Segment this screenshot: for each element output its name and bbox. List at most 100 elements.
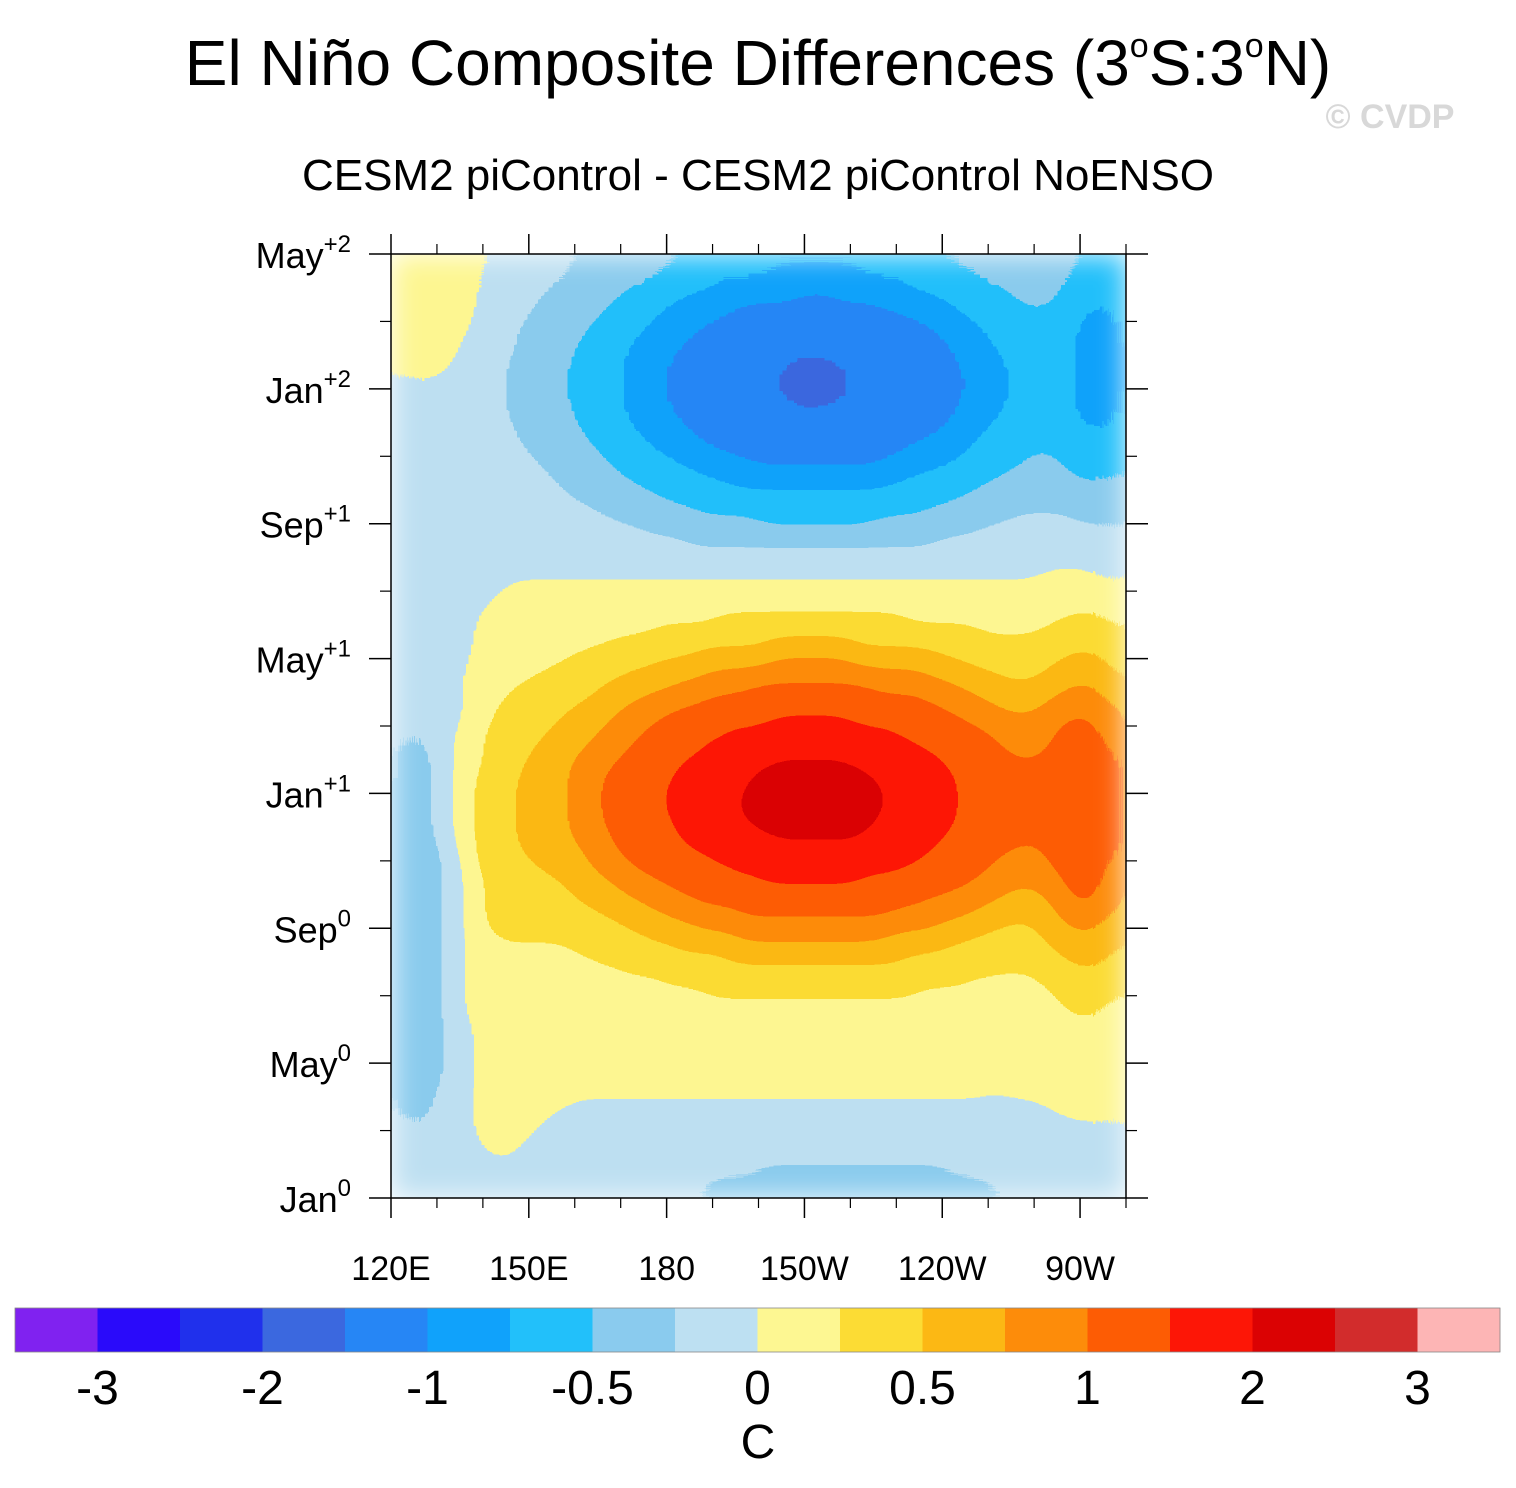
field-cell (727, 568, 739, 581)
field-cell (1042, 467, 1054, 480)
field-cell (758, 872, 770, 885)
field-cell (832, 984, 844, 997)
field-cell (538, 613, 550, 626)
field-cell (716, 1074, 728, 1087)
field-cell (790, 467, 802, 480)
field-cell (674, 838, 686, 851)
field-cell (905, 568, 917, 581)
field-cell (653, 827, 665, 840)
field-cell (412, 883, 424, 896)
field-cell (842, 1096, 854, 1109)
field-cell (832, 602, 844, 615)
field-cell (706, 703, 718, 716)
field-cell (1073, 433, 1085, 446)
field-cell (716, 523, 728, 536)
field-cell (779, 771, 791, 783)
field-cell (611, 804, 623, 817)
field-cell (1010, 658, 1022, 671)
field-cell (989, 737, 1001, 750)
field-cell (853, 759, 865, 772)
field-cell (632, 883, 644, 896)
field-cell (674, 737, 686, 750)
field-cell (401, 1029, 413, 1042)
field-cell (1084, 647, 1096, 660)
field-cell (790, 748, 802, 761)
field-cell (884, 422, 896, 435)
field-cell (958, 804, 970, 817)
field-cell (706, 422, 718, 435)
field-cell (800, 1186, 812, 1198)
field-cell (758, 726, 770, 738)
field-cell (1084, 1007, 1096, 1019)
field-cell (590, 872, 602, 885)
field-cell (1042, 1051, 1054, 1064)
field-cell (454, 838, 466, 851)
field-cell (401, 759, 413, 772)
field-cell (737, 1029, 749, 1042)
field-cell (1073, 1051, 1085, 1064)
field-cell (853, 771, 865, 783)
field-cell (695, 568, 707, 581)
field-cell (506, 490, 518, 502)
field-cell (716, 714, 728, 727)
field-cell (580, 546, 592, 559)
field-cell (706, 669, 718, 682)
field-cell (506, 1085, 518, 1098)
field-cell (779, 624, 791, 637)
field-cell (391, 579, 403, 592)
field-cell (1052, 1119, 1064, 1132)
field-cell (622, 1164, 634, 1177)
field-cell (821, 433, 833, 446)
field-cell (1073, 703, 1085, 716)
field-cell (863, 422, 875, 435)
field-cell (643, 501, 655, 514)
field-cell (569, 860, 581, 873)
field-cell (601, 1063, 613, 1076)
field-cell (905, 1063, 917, 1076)
field-cell (968, 771, 980, 783)
field-cell (559, 748, 571, 761)
field-cell (1105, 433, 1117, 446)
field-cell (1021, 815, 1033, 828)
field-cell (391, 771, 403, 783)
field-cell (716, 456, 728, 469)
field-cell (391, 872, 403, 885)
field-cell (527, 1051, 539, 1064)
field-cell (842, 894, 854, 907)
field-cell (527, 714, 539, 727)
field-cell (968, 501, 980, 514)
field-cell (653, 1164, 665, 1177)
field-cell (821, 669, 833, 682)
field-cell (653, 950, 665, 963)
field-cell (811, 1108, 823, 1121)
field-cell (1031, 478, 1043, 491)
field-cell (590, 1130, 602, 1143)
field-cell (937, 1119, 949, 1132)
field-cell (401, 1007, 413, 1019)
field-cell (979, 1141, 991, 1154)
field-cell (496, 1175, 508, 1188)
field-cell (779, 647, 791, 660)
field-cell (884, 568, 896, 581)
field-cell (758, 984, 770, 997)
field-cell (464, 692, 476, 705)
field-cell (832, 636, 844, 649)
field-cell (916, 894, 928, 907)
field-cell (590, 456, 602, 469)
field-cell (979, 647, 991, 660)
field-cell (905, 995, 917, 1008)
field-cell (779, 400, 791, 413)
field-cell (674, 905, 686, 918)
field-cell (947, 557, 959, 570)
field-cell (706, 984, 718, 997)
field-cell (527, 860, 539, 873)
field-cell (1073, 984, 1085, 997)
field-cell (1042, 1007, 1054, 1019)
field-cell (1021, 995, 1033, 1008)
field-cell (475, 624, 487, 637)
field-cell (905, 950, 917, 963)
field-cell (748, 815, 760, 828)
field-cell (548, 1029, 560, 1042)
field-cell (748, 838, 760, 851)
field-cell (1105, 1175, 1117, 1188)
